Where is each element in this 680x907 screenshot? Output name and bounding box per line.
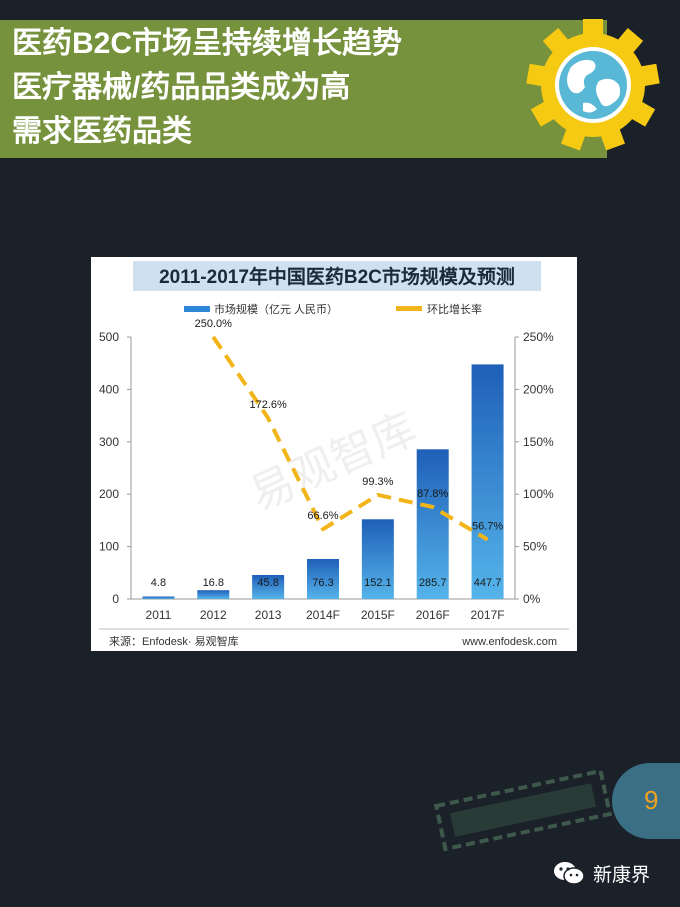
right-axis-tick-label: 200%: [523, 382, 554, 396]
growth-rate-label: 250.0%: [195, 318, 233, 330]
growth-rate-line: [211, 335, 489, 542]
growth-rate-point: [212, 336, 214, 338]
legend-line-swatch: [396, 306, 422, 311]
bar-value-label: 4.8: [151, 577, 166, 589]
growth-rate-point: [432, 506, 434, 508]
slide-title-line-1: 医药B2C市场呈持续增长趋势: [12, 27, 403, 60]
bar: [471, 364, 504, 599]
growth-rate-point: [377, 494, 379, 496]
bar: [307, 559, 339, 599]
left-axis-tick-label: 200: [99, 487, 119, 501]
left-axis-tick-label: 100: [99, 540, 119, 554]
title-band: 医药B2C市场呈持续增长趋势 医疗器械/药品品类成为高 需求医药品类: [0, 20, 607, 158]
bar: [197, 590, 230, 599]
left-axis-tick-label: 400: [99, 382, 119, 396]
chart-canvas: 2011-2017年中国医药B2C市场规模及预测 市场规模（亿元 人民币） 环比…: [99, 261, 569, 648]
growth-rate-label: 66.6%: [307, 510, 338, 522]
page-tab: [612, 763, 680, 839]
bar: [142, 596, 175, 599]
chart-card: 2011-2017年中国医药B2C市场规模及预测 市场规模（亿元 人民币） 环比…: [91, 257, 577, 651]
slide-title-line-3: 需求医药品类: [12, 115, 192, 148]
legend-bar-swatch: [184, 306, 210, 312]
x-axis-tick-label: 2011: [146, 608, 172, 622]
brand-footer: 新康界: [553, 858, 650, 888]
globe-gear-icon: [526, 19, 660, 151]
chart-website: www.enfodesk.com: [461, 636, 557, 648]
brand-name: 新康界: [593, 864, 651, 886]
x-axis-tick-label: 2012: [200, 608, 227, 622]
x-axis-tick-label: 2016F: [416, 608, 450, 622]
chart-title-highlight: [133, 261, 541, 291]
page-number: 9: [644, 785, 659, 815]
x-axis-tick-label: 2017F: [471, 608, 505, 622]
left-axis-tick-label: 500: [99, 330, 119, 344]
bar-value-label: 45.8: [257, 577, 278, 589]
right-axis-tick-label: 150%: [523, 435, 554, 449]
growth-rate-label: 56.7%: [472, 521, 503, 533]
right-axis-tick-label: 0%: [523, 592, 541, 606]
bar-value-label: 152.1: [364, 577, 392, 589]
legend-line-label: 环比增长率: [427, 302, 482, 316]
growth-rate-label: 87.8%: [417, 488, 448, 500]
chart-source: 来源：Enfodesk· 易观智库: [109, 634, 239, 648]
wechat-icon: [554, 862, 585, 885]
left-axis-tick-label: 300: [99, 435, 119, 449]
left-axis-tick-label: 0: [112, 592, 119, 606]
x-axis-tick-label: 2014F: [306, 608, 340, 622]
growth-rate-point: [487, 539, 489, 541]
bar: [252, 575, 285, 599]
legend-bar-label: 市场规模（亿元 人民币）: [214, 302, 338, 316]
bar: [416, 449, 449, 599]
decorative-stamp: [433, 768, 613, 852]
growth-rate-label: 172.6%: [249, 399, 287, 411]
slide-title-line-2: 医疗器械/药品品类成为高: [12, 71, 351, 104]
bar-value-label: 447.7: [474, 577, 502, 589]
growth-rate-point: [267, 417, 269, 419]
bar-value-label: 285.7: [419, 577, 447, 589]
right-axis-tick-label: 100%: [523, 487, 554, 501]
right-axis-tick-label: 250%: [523, 330, 554, 344]
growth-rate-label: 99.3%: [362, 476, 393, 488]
bar-value-label: 76.3: [312, 577, 333, 589]
chart-title: 2011-2017年中国医药B2C市场规模及预测: [159, 265, 515, 288]
bar: [361, 519, 394, 599]
growth-rate-point: [322, 528, 324, 530]
bar-value-label: 16.8: [203, 577, 224, 589]
x-axis-tick-label: 2015F: [361, 608, 395, 622]
right-axis-tick-label: 50%: [523, 540, 547, 554]
x-axis-tick-label: 2013: [255, 608, 282, 622]
